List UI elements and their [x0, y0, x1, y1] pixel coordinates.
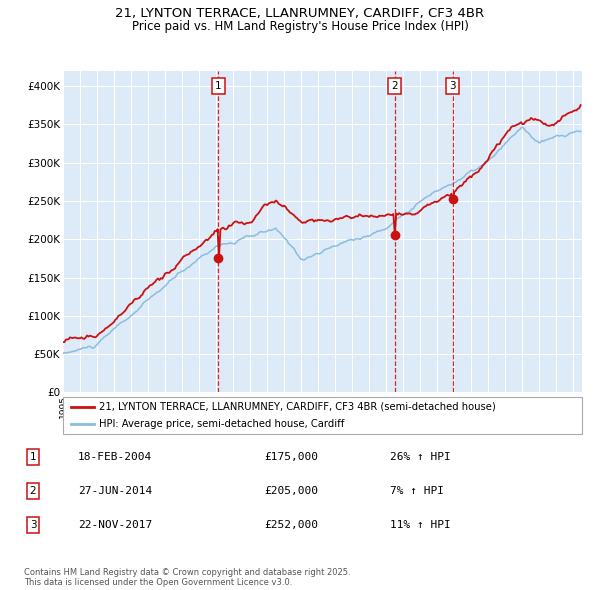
Text: 27-JUN-2014: 27-JUN-2014: [78, 486, 152, 496]
Text: 3: 3: [29, 520, 37, 530]
Text: Price paid vs. HM Land Registry's House Price Index (HPI): Price paid vs. HM Land Registry's House …: [131, 20, 469, 33]
Text: 2: 2: [29, 486, 37, 496]
Text: HPI: Average price, semi-detached house, Cardiff: HPI: Average price, semi-detached house,…: [100, 419, 345, 429]
Text: 7% ↑ HPI: 7% ↑ HPI: [390, 486, 444, 496]
Text: 1: 1: [215, 81, 221, 91]
Text: 3: 3: [449, 81, 456, 91]
Text: 26% ↑ HPI: 26% ↑ HPI: [390, 452, 451, 461]
Text: 2: 2: [391, 81, 398, 91]
Text: £175,000: £175,000: [264, 452, 318, 461]
Text: 11% ↑ HPI: 11% ↑ HPI: [390, 520, 451, 530]
Text: Contains HM Land Registry data © Crown copyright and database right 2025.
This d: Contains HM Land Registry data © Crown c…: [24, 568, 350, 587]
Text: 1: 1: [29, 452, 37, 461]
Text: £252,000: £252,000: [264, 520, 318, 530]
Text: 22-NOV-2017: 22-NOV-2017: [78, 520, 152, 530]
Text: 21, LYNTON TERRACE, LLANRUMNEY, CARDIFF, CF3 4BR (semi-detached house): 21, LYNTON TERRACE, LLANRUMNEY, CARDIFF,…: [100, 402, 496, 412]
Text: 21, LYNTON TERRACE, LLANRUMNEY, CARDIFF, CF3 4BR: 21, LYNTON TERRACE, LLANRUMNEY, CARDIFF,…: [115, 7, 485, 20]
Text: £205,000: £205,000: [264, 486, 318, 496]
Text: 18-FEB-2004: 18-FEB-2004: [78, 452, 152, 461]
